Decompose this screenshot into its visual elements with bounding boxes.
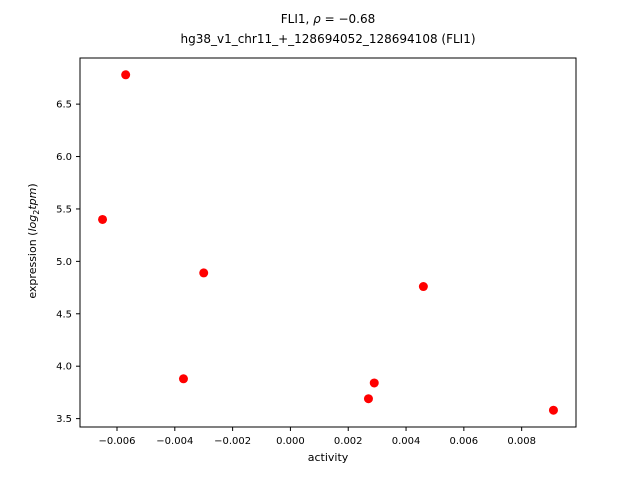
data-point — [98, 214, 108, 224]
y-tick-label: 4.5 — [56, 309, 72, 320]
data-point — [363, 394, 373, 404]
rho-symbol: ρ — [313, 12, 321, 26]
data-points — [98, 70, 558, 415]
x-tick-label: 0.000 — [276, 436, 305, 447]
y-tick-label: 6.0 — [56, 152, 72, 163]
chart-title-prefix: FLI1, — [280, 12, 314, 26]
x-ticks: −0.006 −0.004 −0.002 0.000 0.002 0.004 0.006 0.… — [98, 427, 536, 447]
axes-frame — [79, 57, 577, 428]
x-tick-label: −0.004 — [156, 436, 193, 447]
y-tick-label: 5.0 — [56, 257, 72, 268]
y-tick-label: 5.5 — [56, 204, 72, 215]
chart-subtitle: hg38_v1_chr11_+_128694052_128694108 (FLI… — [180, 32, 476, 46]
x-tick-label: 0.004 — [392, 436, 421, 447]
x-tick-label: 0.006 — [450, 436, 479, 447]
chart-title-correlation-value: = −0.68 — [320, 12, 376, 26]
x-tick-label: 0.002 — [334, 436, 363, 447]
y-ticks: 3.5 4.0 4.5 5.0 5.5 6.0 6.5 — [56, 100, 80, 425]
x-axis-label: activity — [307, 451, 349, 464]
data-point — [418, 282, 428, 292]
x-tick-label: 0.008 — [507, 436, 536, 447]
y-tick-label: 3.5 — [56, 414, 72, 425]
data-point — [199, 268, 209, 278]
chart-title: FLI1, ρ = −0.68 — [80, 11, 576, 27]
data-point — [548, 405, 558, 415]
x-tick-label: −0.002 — [214, 436, 251, 447]
y-tick-label: 4.0 — [56, 362, 72, 373]
y-tick-label: 6.5 — [56, 100, 72, 111]
data-point — [121, 70, 131, 80]
x-tick-label: −0.006 — [98, 436, 135, 447]
data-point — [178, 374, 188, 384]
data-point — [369, 378, 379, 388]
